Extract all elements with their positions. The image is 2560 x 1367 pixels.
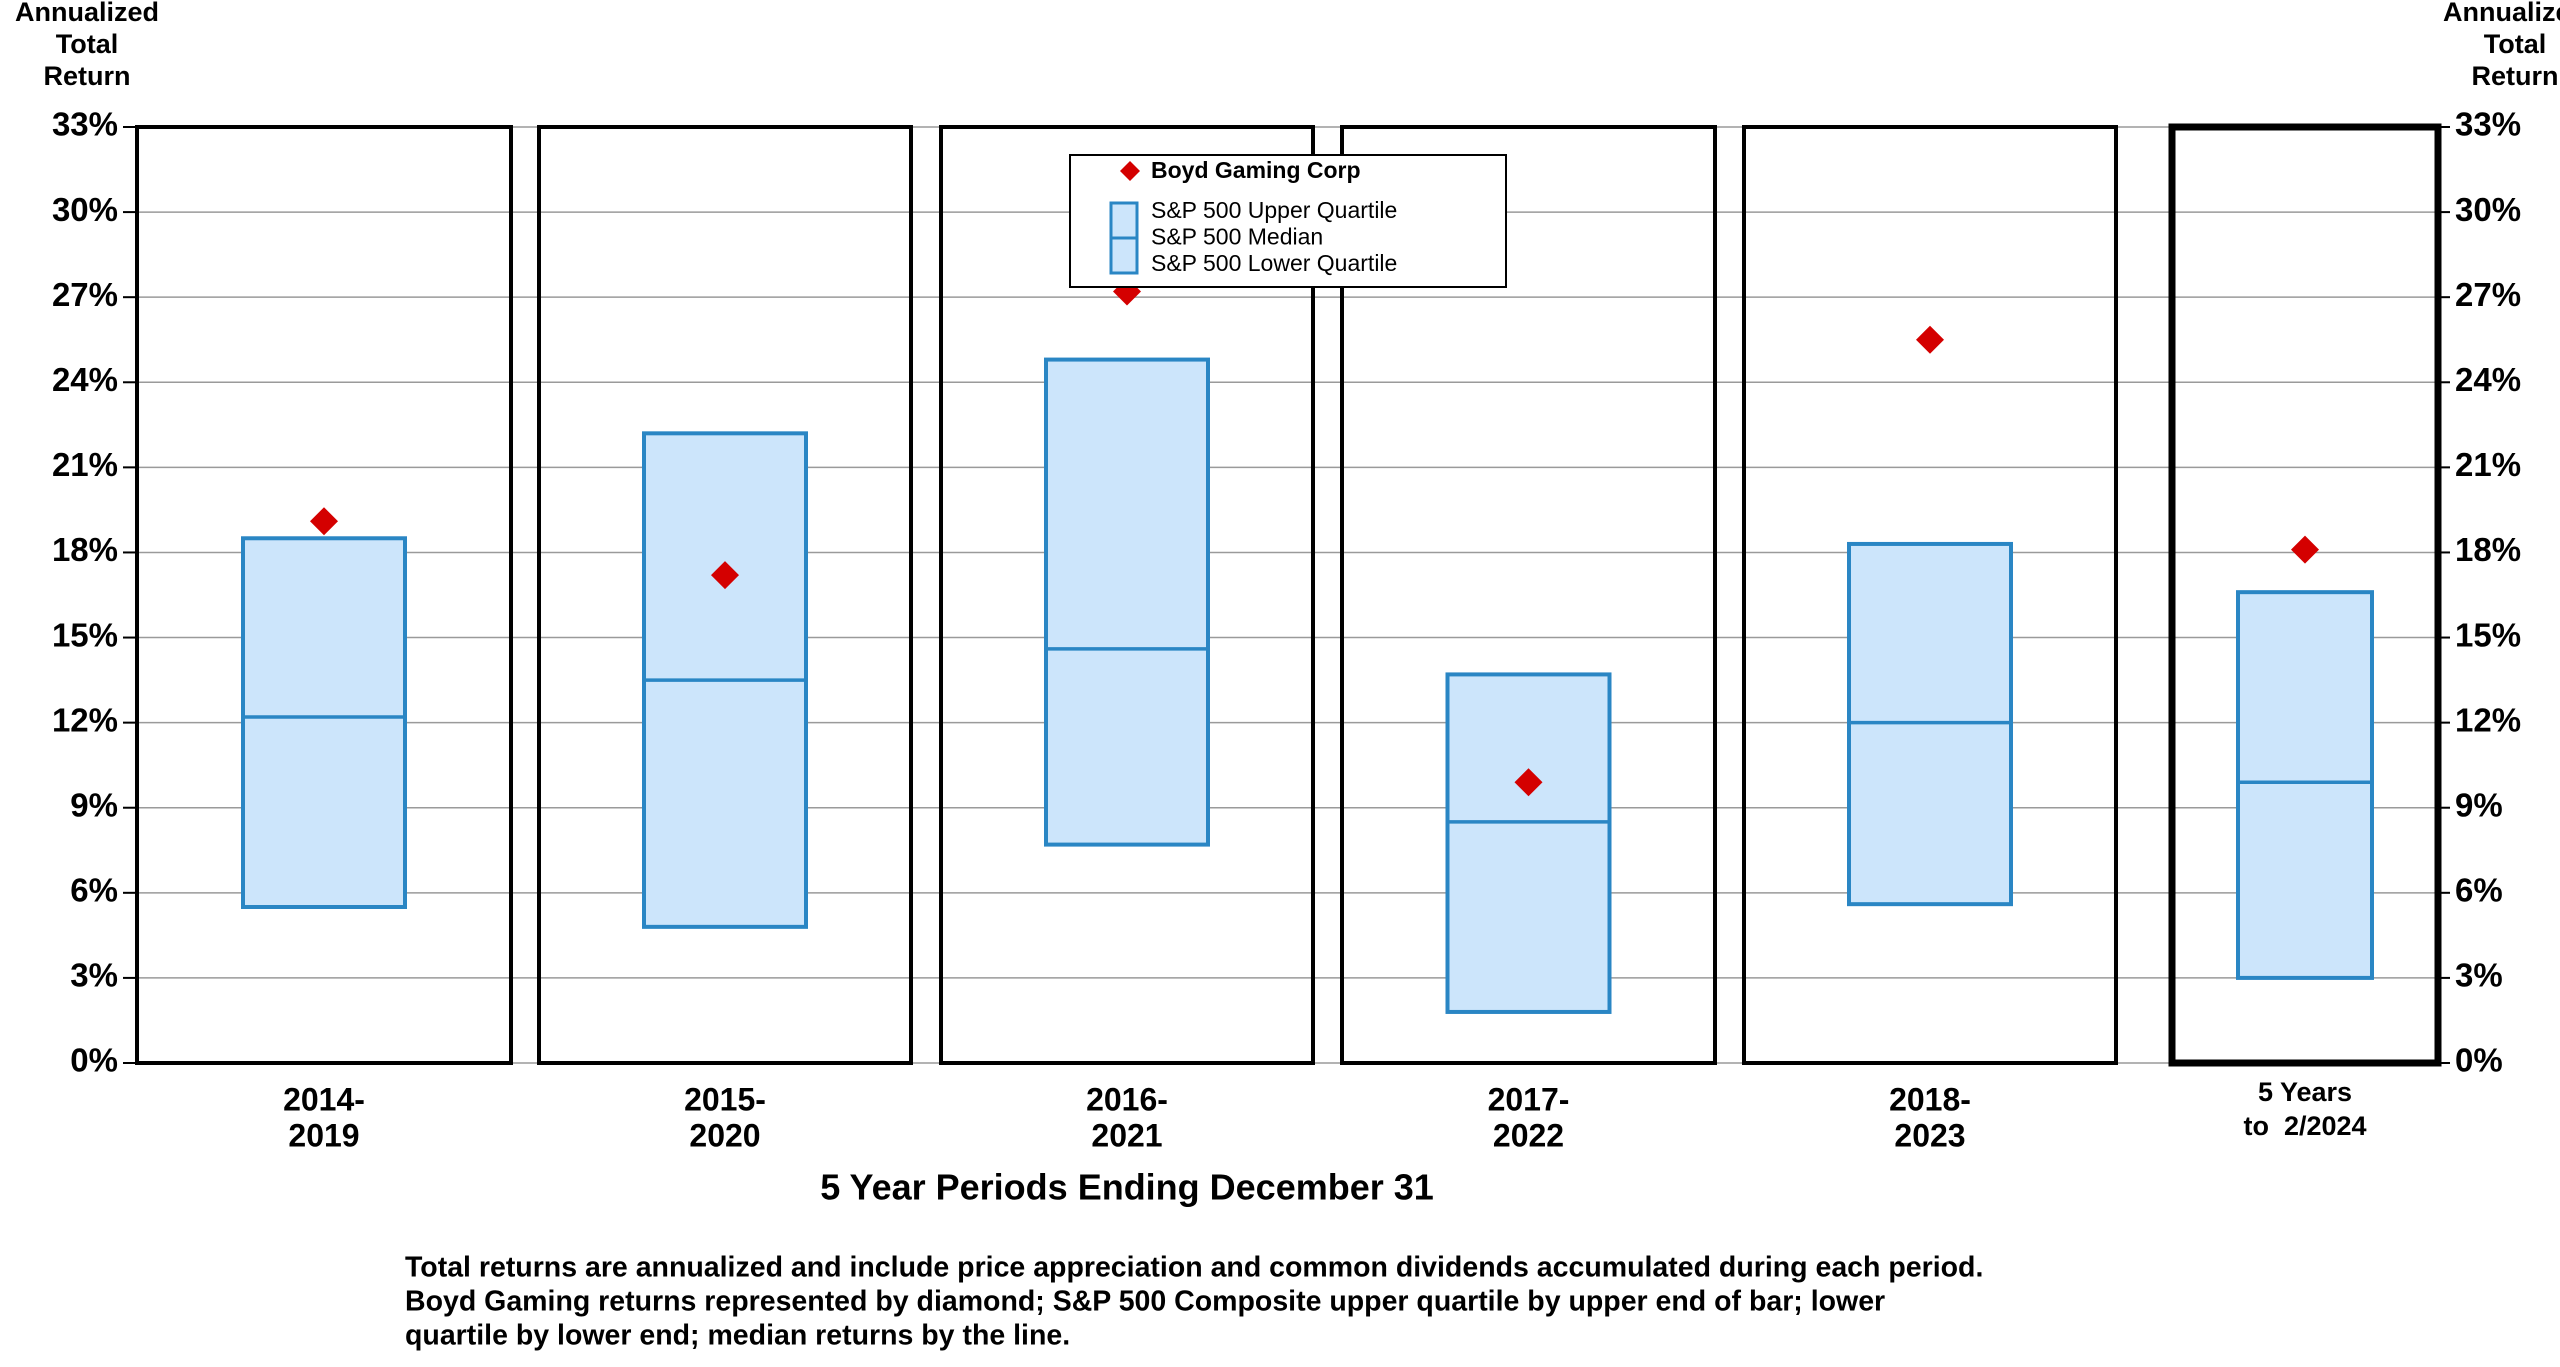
y2-tick-label: 27% [2455,276,2521,313]
y-tick-label: 18% [52,531,118,568]
footnote: quartile by lower end; median returns by… [405,1320,1070,1352]
quartile-bar [1445,672,1612,1014]
legend-box [1069,154,1507,288]
x-tick-label: 2018- [1889,1081,1971,1117]
x-tick-label: 2021 [1091,1117,1162,1153]
footnote: Total returns are annualized and include… [405,1252,1983,1284]
x-tick-label: 2020 [689,1117,760,1153]
boyd-diamond [1514,768,1543,797]
y2-tick-label: 6% [2455,872,2503,909]
x-tick-label: 2016- [1086,1081,1168,1117]
y2-tick-label: 12% [2455,701,2521,738]
x-tick-label: to 2/2024 [2243,1111,2366,1141]
x-tick-label: 2014- [283,1081,365,1117]
legend-label: S&P 500 Median [1151,224,1323,250]
y-axis-title: Return [44,61,131,91]
y2-axis-title: Return [2472,61,2559,91]
y2-axis-title: Annualized [2443,0,2560,27]
legend-diamond [1120,161,1140,181]
x-tick-label: 2023 [1894,1117,1965,1153]
legend-label: Boyd Gaming Corp [1151,157,1361,183]
x-tick-label: 2019 [288,1117,359,1153]
y-tick-label: 3% [70,957,118,994]
x-tick-label: 5 Years [2258,1077,2352,1107]
period-panel [2168,123,2442,1067]
x-tick-label: 2017- [1488,1081,1570,1117]
y-tick-label: 9% [70,786,118,823]
legend-label: S&P 500 Upper Quartile [1151,197,1397,223]
y-tick-label: 21% [52,446,118,483]
y-tick-label: 12% [52,701,118,738]
y-tick-label: 27% [52,276,118,313]
y-tick-label: 15% [52,616,118,653]
y2-tick-label: 24% [2455,361,2521,398]
y-axis-title: Annualized [15,0,159,27]
y2-tick-label: 33% [2455,106,2521,143]
boyd-diamond [1916,325,1944,354]
legend-label: S&P 500 Lower Quartile [1151,250,1397,276]
y-tick-label: 24% [52,361,118,398]
quartile-bar [2236,590,2374,980]
y-tick-label: 33% [52,106,118,143]
x-tick-label: 2015- [684,1081,766,1117]
quartile-bar [1044,357,1210,847]
x-tick-label: 2022 [1493,1117,1564,1153]
x-axis-title: 5 Year Periods Ending December 31 [820,1167,1434,1208]
y2-tick-label: 18% [2455,531,2521,568]
quartile-bar [241,536,407,909]
y2-tick-label: 3% [2455,957,2503,994]
y2-axis-title: Total [2484,29,2547,59]
footnote: Boyd Gaming returns represented by diamo… [405,1286,1885,1318]
period-panel [135,125,513,1065]
y-axis-title: Total [56,29,119,59]
boyd-diamond [711,561,739,590]
y2-tick-label: 30% [2455,191,2521,228]
period-panel [939,125,1315,1065]
period-panel [537,125,913,1065]
boyd-diamond [310,507,338,536]
y2-tick-label: 15% [2455,616,2521,653]
y2-tick-label: 21% [2455,446,2521,483]
y-tick-label: 0% [70,1042,118,1079]
y-tick-label: 30% [52,191,118,228]
y2-tick-label: 0% [2455,1042,2503,1079]
y2-tick-label: 9% [2455,786,2503,823]
boyd-diamond [2291,535,2319,564]
period-panel [1340,125,1717,1065]
period-panel [1742,125,2118,1065]
y-tick-label: 6% [70,872,118,909]
